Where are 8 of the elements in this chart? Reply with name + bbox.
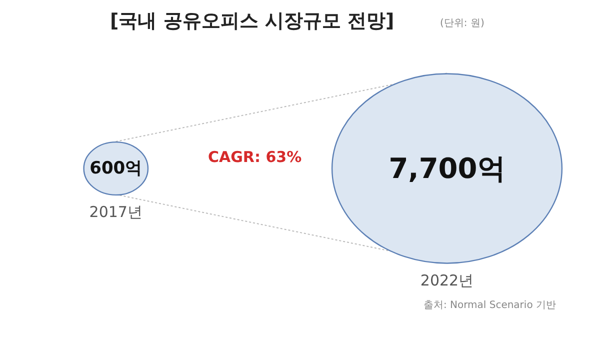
- text: CAGR: 63%: [208, 148, 302, 166]
- text: [국내 공유오피스 시장규모 전망]: [110, 9, 394, 34]
- text: (단위: 원): [440, 17, 484, 30]
- data-label: 600억: [90, 158, 142, 178]
- category-label: 2022년: [420, 271, 474, 290]
- data-label: 7,700억: [388, 152, 506, 185]
- category-label: 2017년: [89, 202, 142, 221]
- source-note: 출처: Normal Scenario 기반: [423, 299, 556, 312]
